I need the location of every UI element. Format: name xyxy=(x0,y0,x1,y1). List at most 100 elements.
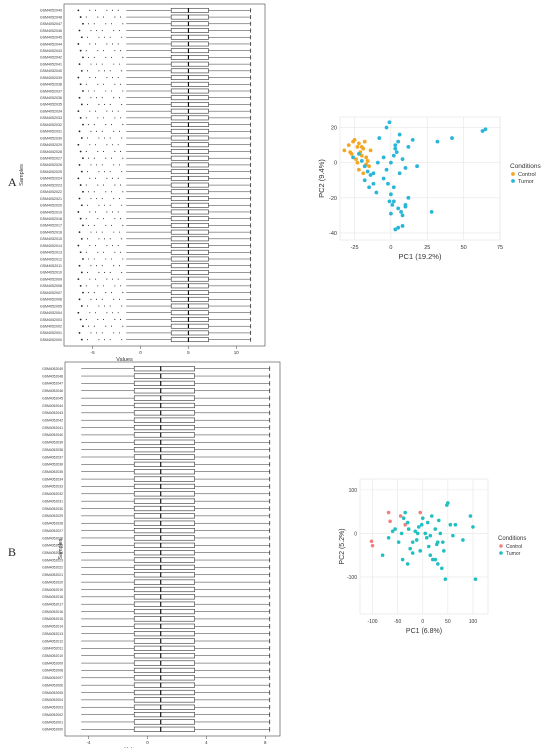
data-point-tumor xyxy=(413,529,418,534)
sample-label: GSM4052041 xyxy=(42,426,63,430)
box xyxy=(170,149,209,154)
outlier-point xyxy=(89,312,91,314)
outlier-point xyxy=(93,325,95,327)
outlier-point xyxy=(101,231,103,233)
outlier-point xyxy=(90,265,92,267)
sample-label: GSM4052008 xyxy=(42,669,63,673)
sample-label: GSM4052042 xyxy=(40,56,62,60)
outlier-point xyxy=(110,292,112,294)
outlier-point xyxy=(102,117,104,119)
sample-label: GSM4052024 xyxy=(40,177,62,181)
outlier-point xyxy=(98,204,100,206)
sample-label: GSM4052035 xyxy=(40,103,62,107)
outlier-point xyxy=(78,332,81,334)
outlier-point xyxy=(85,83,87,85)
outlier-point xyxy=(121,339,123,341)
outlier-point xyxy=(82,224,84,227)
outlier-point xyxy=(89,177,91,179)
box xyxy=(170,175,209,181)
sample-label: GSM4052048 xyxy=(40,15,62,19)
data-point-tumor xyxy=(387,199,392,204)
data-point-tumor xyxy=(375,160,380,165)
outlier-point xyxy=(96,265,98,267)
outlier-point xyxy=(118,231,120,233)
sample-label: GSM4052001 xyxy=(40,331,62,335)
sample-label: GSM4052010 xyxy=(42,654,63,658)
outlier-point xyxy=(114,16,116,18)
outlier-point xyxy=(112,77,114,79)
box xyxy=(170,162,209,168)
outlier-point xyxy=(114,184,116,186)
box xyxy=(133,447,195,453)
box xyxy=(133,410,195,416)
outlier-point xyxy=(102,83,104,85)
outlier-point xyxy=(121,171,123,173)
data-point-tumor xyxy=(424,535,429,540)
sample-label: GSM4052016 xyxy=(42,610,63,614)
data-point-tumor xyxy=(400,157,405,162)
outlier-point xyxy=(79,116,82,119)
sample-label: GSM4052030 xyxy=(42,507,63,511)
outlier-point xyxy=(78,63,81,66)
data-point-tumor xyxy=(403,166,408,170)
outlier-point xyxy=(79,251,82,254)
outlier-point xyxy=(112,144,114,146)
outlier-point xyxy=(85,150,87,153)
outlier-point xyxy=(113,332,115,334)
sample-label: GSM4052014 xyxy=(40,244,62,248)
box xyxy=(170,196,209,201)
box xyxy=(133,726,195,732)
box xyxy=(170,155,209,161)
outlier-point xyxy=(112,312,114,314)
data-point-control xyxy=(348,150,353,155)
sample-label: GSM4052022 xyxy=(40,190,62,194)
outlier-point xyxy=(102,318,104,321)
outlier-point xyxy=(122,325,124,327)
outlier-point xyxy=(85,117,87,119)
sample-label: GSM4052025 xyxy=(42,544,63,548)
outlier-point xyxy=(104,70,106,72)
sample-label: GSM4052007 xyxy=(40,291,62,295)
outlier-point xyxy=(86,204,89,206)
data-point-tumor xyxy=(393,146,398,151)
outlier-point xyxy=(80,204,83,207)
data-point-tumor xyxy=(426,544,431,549)
sample-label: GSM4052044 xyxy=(40,42,62,46)
box xyxy=(133,454,195,460)
outlier-point xyxy=(94,43,97,45)
box xyxy=(133,476,195,482)
sample-label: GSM4052005 xyxy=(40,304,62,308)
legend-title: Conditions xyxy=(510,163,541,170)
outlier-point xyxy=(88,157,90,159)
box xyxy=(133,631,195,637)
box xyxy=(133,439,195,445)
box xyxy=(133,675,195,681)
box xyxy=(133,623,195,629)
box xyxy=(170,216,209,222)
box xyxy=(170,202,209,208)
pca-plot-a: -25 0 25 50 75 20 0 -20 -40 PC1 (19.2%) PC2 (9.4%)… xyxy=(317,116,541,261)
data-point-tumor xyxy=(365,169,370,174)
sample-label: GSM4052047 xyxy=(40,22,62,26)
sample-label: GSM4052023 xyxy=(40,183,62,187)
data-point-control xyxy=(364,155,369,160)
y-axis-label: Samples xyxy=(58,538,64,559)
sample-label: GSM4052034 xyxy=(42,477,63,481)
data-point-tumor xyxy=(446,501,450,505)
outlier-point xyxy=(119,83,122,85)
sample-label: GSM4052016 xyxy=(40,230,62,234)
outlier-point xyxy=(90,97,92,99)
outlier-point xyxy=(77,143,80,146)
box xyxy=(170,102,209,107)
outlier-point xyxy=(119,50,122,52)
outlier-point xyxy=(118,63,120,65)
outlier-point xyxy=(78,231,81,234)
sample-label: GSM4052013 xyxy=(42,632,63,636)
outlier-point xyxy=(97,117,99,119)
data-point-tumor xyxy=(359,159,364,163)
box xyxy=(133,601,195,607)
sample-label: GSM4052000 xyxy=(40,338,62,342)
outlier-point xyxy=(109,271,111,273)
outlier-point xyxy=(88,56,90,58)
outlier-point xyxy=(86,339,89,341)
